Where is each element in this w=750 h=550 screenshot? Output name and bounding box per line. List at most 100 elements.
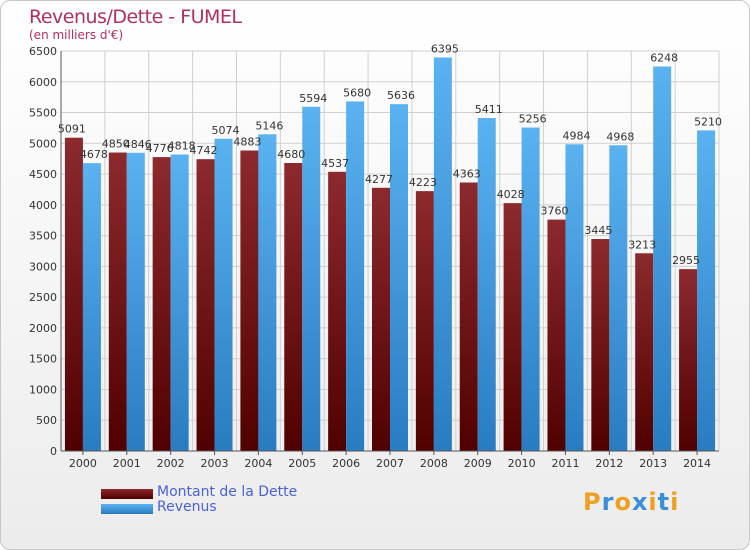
data-label-revenue: 4984 [562,129,590,142]
bar-debt [152,157,171,452]
bar-revenue [170,154,189,451]
bar-revenue [565,144,584,452]
y-tick-label: 1500 [29,353,57,366]
bar-revenue [82,163,101,451]
x-tick-label: 2011 [551,457,579,470]
x-tick-label: 2012 [595,457,623,470]
data-label-revenue: 5210 [694,115,722,128]
y-tick-label: 5000 [29,137,57,150]
data-label-revenue: 6395 [431,42,459,55]
data-label-revenue: 4678 [80,148,108,161]
bar-revenue [477,118,496,451]
chart-subtitle: (en milliers d'€) [29,28,124,42]
bar-revenue [214,138,233,451]
y-tick-label: 1000 [29,383,57,396]
y-tick-label: 2000 [29,322,57,335]
bar-revenue [346,101,365,451]
legend-swatch-revenue [101,504,153,514]
x-tick-label: 2001 [113,457,141,470]
logo-letter: x [631,488,649,516]
bar-revenue [433,57,452,451]
data-label-debt: 3445 [584,224,612,237]
bar-debt [459,182,478,451]
y-tick-label: 6000 [29,76,57,89]
x-tick-label: 2009 [464,457,492,470]
bar-debt [547,219,566,451]
x-tick-label: 2013 [639,457,667,470]
bar-debt [284,163,303,451]
x-tick-label: 2014 [683,457,711,470]
chart-title: Revenus/Dette - FUMEL [29,6,242,28]
data-label-debt: 4776 [146,142,174,155]
bar-revenue [697,130,716,451]
data-label-debt: 5091 [58,123,86,136]
data-label-debt: 4277 [365,173,393,186]
data-label-revenue: 6248 [650,52,678,65]
logo-letter: r [601,488,615,516]
data-label-revenue: 5636 [387,89,415,102]
bar-revenue [258,134,277,452]
x-tick-label: 2010 [508,457,536,470]
x-tick-label: 2003 [201,457,229,470]
bar-revenue [653,66,672,451]
y-tick-label: 5500 [29,107,57,120]
bar-revenue [609,145,628,451]
legend-label-revenue: Revenus [157,499,217,515]
data-label-revenue: 4846 [124,138,152,151]
data-label-revenue: 5411 [475,103,503,116]
bar-debt [503,203,522,451]
data-labels: 5091 4850 4776 4742 4883 4680 4537 4277 4223 4363… [58,42,722,267]
data-label-debt: 3213 [628,238,656,251]
logo-letter: o [614,488,632,516]
data-label-debt: 2955 [672,254,700,267]
data-label-revenue: 5680 [343,86,371,99]
bar-revenue [390,104,408,452]
data-label-revenue: 4818 [168,140,196,153]
data-label-revenue: 5074 [212,124,240,137]
bar-debt [328,171,347,452]
data-label-revenue: 5146 [255,119,283,132]
bar-debt [108,152,127,452]
data-label-debt: 3760 [540,205,568,218]
bar-debt [591,239,610,451]
legend-label-debt: Montant de la Dette [157,484,298,500]
data-label-debt: 4850 [102,138,130,151]
x-tick-label: 2007 [376,457,404,470]
y-tick-label: 0 [50,445,57,458]
x-tick-label: 2004 [244,457,272,470]
data-label-debt: 4742 [190,144,218,157]
logo-letter: i [648,488,658,516]
bar-debt [415,191,434,451]
bars [64,57,716,452]
bar-revenue [302,106,321,451]
y-tick-label: 2500 [29,291,57,304]
bar-debt [679,269,698,451]
x-tick-label: 2006 [332,457,360,470]
logo-letter: i [670,488,680,516]
y-tick-label: 4000 [29,199,57,212]
legend-swatch-debt [101,489,153,499]
data-label-debt: 4883 [233,136,261,149]
y-tick-label: 3000 [29,260,57,273]
data-label-revenue: 5594 [299,92,327,105]
bar-debt [240,150,259,451]
y-tick-label: 4500 [29,168,57,181]
data-label-debt: 4223 [409,176,437,189]
bar-debt [196,159,215,451]
bar-debt [64,137,83,451]
data-label-debt: 4363 [453,168,481,181]
data-label-debt: 4537 [321,157,349,170]
bar-revenue [521,127,540,452]
x-tick-label: 2005 [288,457,316,470]
y-tick-label: 3500 [29,230,57,243]
data-label-revenue: 4968 [606,130,634,143]
x-tick-label: 2002 [157,457,185,470]
data-label-debt: 4680 [277,148,305,161]
axes: 0 500 1000 1500 2000 2500 3000 3500 4000 4500 5000… [29,45,719,470]
y-tick-label: 500 [36,414,57,427]
logo-letter: t [657,488,671,516]
logo-letter: P [583,488,602,516]
x-tick-label: 2008 [420,457,448,470]
